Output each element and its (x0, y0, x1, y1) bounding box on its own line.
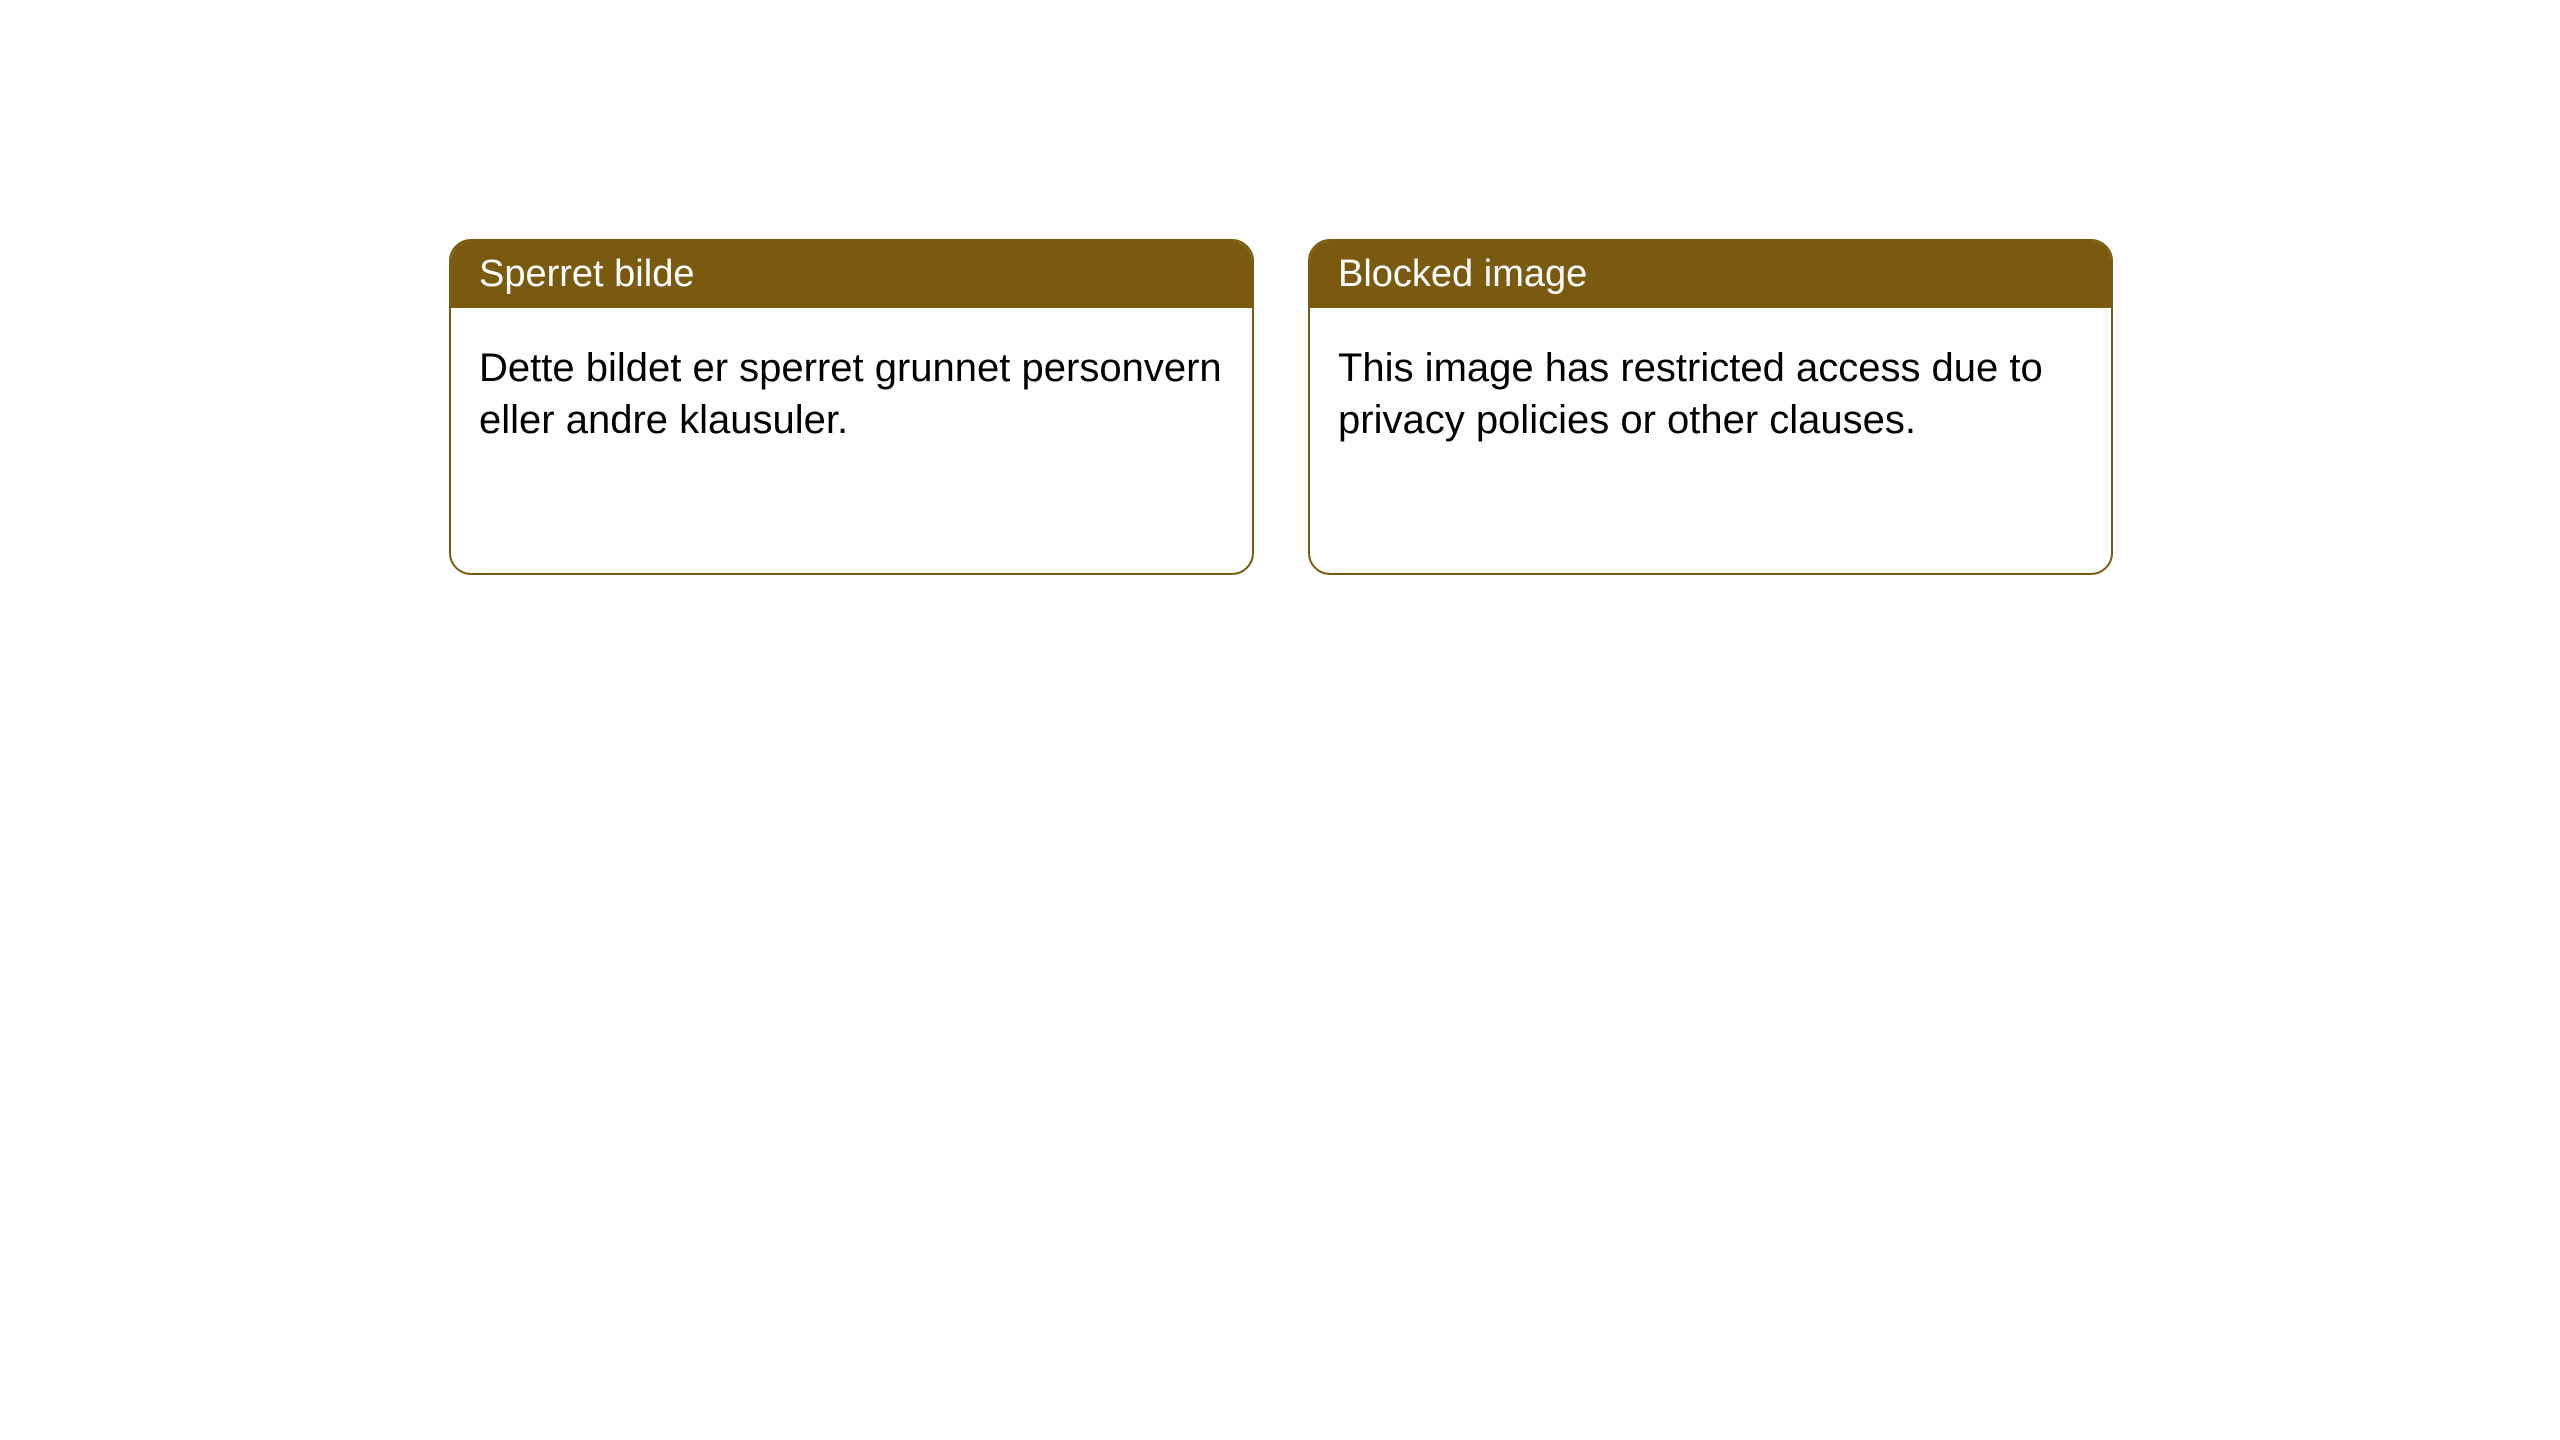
card-title-no: Sperret bilde (451, 241, 1252, 308)
blocked-image-card-en: Blocked image This image has restricted … (1308, 239, 2113, 575)
card-body-no: Dette bildet er sperret grunnet personve… (451, 308, 1252, 480)
card-title-en: Blocked image (1310, 241, 2111, 308)
card-body-en: This image has restricted access due to … (1310, 308, 2111, 480)
notice-cards-container: Sperret bilde Dette bildet er sperret gr… (449, 239, 2113, 575)
blocked-image-card-no: Sperret bilde Dette bildet er sperret gr… (449, 239, 1254, 575)
